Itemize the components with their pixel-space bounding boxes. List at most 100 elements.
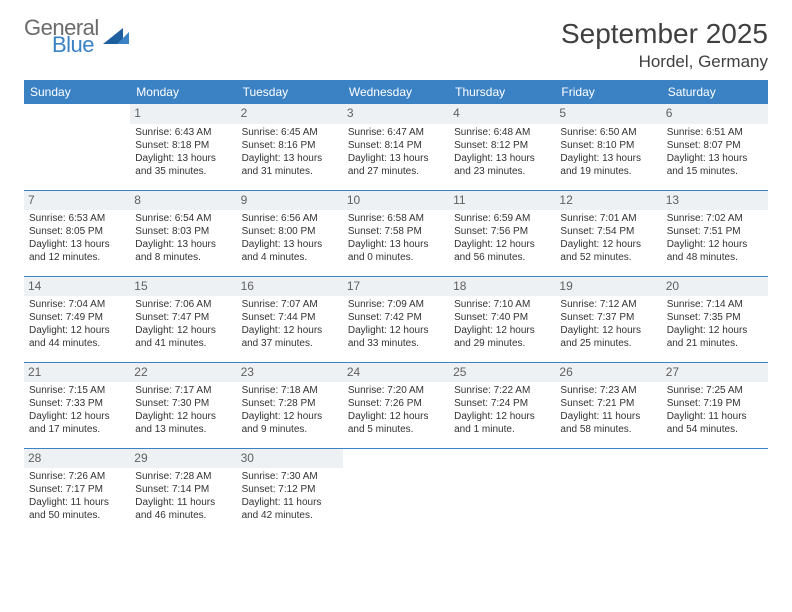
daylight-text: and 52 minutes. [560, 251, 656, 264]
calendar-cell: 3Sunrise: 6:47 AMSunset: 8:14 PMDaylight… [343, 104, 449, 190]
calendar-cell: 13Sunrise: 7:02 AMSunset: 7:51 PMDayligh… [662, 190, 768, 276]
day-number: 12 [555, 191, 661, 211]
calendar-cell: 16Sunrise: 7:07 AMSunset: 7:44 PMDayligh… [237, 276, 343, 362]
daylight-text: Daylight: 12 hours [560, 238, 656, 251]
sunrise-text: Sunrise: 7:15 AM [29, 384, 125, 397]
day-number: 19 [555, 277, 661, 297]
calendar-cell: 6Sunrise: 6:51 AMSunset: 8:07 PMDaylight… [662, 104, 768, 190]
day-number: 22 [130, 363, 236, 383]
day-number: 16 [237, 277, 343, 297]
calendar-week: .1Sunrise: 6:43 AMSunset: 8:18 PMDayligh… [24, 104, 768, 190]
calendar-cell: 27Sunrise: 7:25 AMSunset: 7:19 PMDayligh… [662, 362, 768, 448]
day-number: 7 [24, 191, 130, 211]
sunset-text: Sunset: 7:19 PM [667, 397, 763, 410]
sunset-text: Sunset: 7:49 PM [29, 311, 125, 324]
calendar-header-row: SundayMondayTuesdayWednesdayThursdayFrid… [24, 80, 768, 104]
day-number: 1 [130, 104, 236, 124]
sunset-text: Sunset: 8:18 PM [135, 139, 231, 152]
day-number: 3 [343, 104, 449, 124]
calendar-cell: . [662, 448, 768, 534]
daylight-text: Daylight: 12 hours [348, 324, 444, 337]
calendar-week: 21Sunrise: 7:15 AMSunset: 7:33 PMDayligh… [24, 362, 768, 448]
day-number: 29 [130, 449, 236, 469]
sunset-text: Sunset: 7:28 PM [242, 397, 338, 410]
calendar-cell: 4Sunrise: 6:48 AMSunset: 8:12 PMDaylight… [449, 104, 555, 190]
day-number: 24 [343, 363, 449, 383]
day-number: 2 [237, 104, 343, 124]
sunrise-text: Sunrise: 7:12 AM [560, 298, 656, 311]
day-number: 6 [662, 104, 768, 124]
daylight-text: Daylight: 12 hours [135, 324, 231, 337]
sunrise-text: Sunrise: 6:56 AM [242, 212, 338, 225]
daylight-text: Daylight: 13 hours [135, 238, 231, 251]
calendar-cell: 12Sunrise: 7:01 AMSunset: 7:54 PMDayligh… [555, 190, 661, 276]
daylight-text: and 19 minutes. [560, 165, 656, 178]
day-number: 28 [24, 449, 130, 469]
daylight-text: and 1 minute. [454, 423, 550, 436]
calendar-cell: 22Sunrise: 7:17 AMSunset: 7:30 PMDayligh… [130, 362, 236, 448]
sunset-text: Sunset: 7:14 PM [135, 483, 231, 496]
calendar-cell: 8Sunrise: 6:54 AMSunset: 8:03 PMDaylight… [130, 190, 236, 276]
daylight-text: and 42 minutes. [242, 509, 338, 522]
day-header: Thursday [449, 80, 555, 104]
calendar-cell: 26Sunrise: 7:23 AMSunset: 7:21 PMDayligh… [555, 362, 661, 448]
sunset-text: Sunset: 7:33 PM [29, 397, 125, 410]
sunrise-text: Sunrise: 6:51 AM [667, 126, 763, 139]
calendar-cell: 28Sunrise: 7:26 AMSunset: 7:17 PMDayligh… [24, 448, 130, 534]
day-number: 10 [343, 191, 449, 211]
calendar-cell: 23Sunrise: 7:18 AMSunset: 7:28 PMDayligh… [237, 362, 343, 448]
sunrise-text: Sunrise: 6:54 AM [135, 212, 231, 225]
sunset-text: Sunset: 8:05 PM [29, 225, 125, 238]
location: Hordel, Germany [561, 52, 768, 72]
daylight-text: Daylight: 11 hours [242, 496, 338, 509]
sunrise-text: Sunrise: 7:06 AM [135, 298, 231, 311]
daylight-text: and 46 minutes. [135, 509, 231, 522]
daylight-text: and 50 minutes. [29, 509, 125, 522]
daylight-text: and 23 minutes. [454, 165, 550, 178]
calendar-cell: 24Sunrise: 7:20 AMSunset: 7:26 PMDayligh… [343, 362, 449, 448]
day-number: 23 [237, 363, 343, 383]
daylight-text: Daylight: 12 hours [242, 410, 338, 423]
day-header: Tuesday [237, 80, 343, 104]
daylight-text: and 48 minutes. [667, 251, 763, 264]
daylight-text: Daylight: 12 hours [667, 238, 763, 251]
calendar-cell: 30Sunrise: 7:30 AMSunset: 7:12 PMDayligh… [237, 448, 343, 534]
day-number: 20 [662, 277, 768, 297]
sunset-text: Sunset: 7:58 PM [348, 225, 444, 238]
daylight-text: Daylight: 12 hours [29, 410, 125, 423]
daylight-text: Daylight: 13 hours [242, 238, 338, 251]
daylight-text: Daylight: 11 hours [29, 496, 125, 509]
sunset-text: Sunset: 8:00 PM [242, 225, 338, 238]
day-number: 26 [555, 363, 661, 383]
calendar-page: General Blue September 2025 Hordel, Germ… [0, 0, 792, 552]
day-number: 8 [130, 191, 236, 211]
daylight-text: Daylight: 12 hours [454, 238, 550, 251]
daylight-text: Daylight: 13 hours [348, 238, 444, 251]
sunrise-text: Sunrise: 7:25 AM [667, 384, 763, 397]
sunrise-text: Sunrise: 7:04 AM [29, 298, 125, 311]
day-header: Saturday [662, 80, 768, 104]
calendar-cell: 2Sunrise: 6:45 AMSunset: 8:16 PMDaylight… [237, 104, 343, 190]
daylight-text: and 44 minutes. [29, 337, 125, 350]
calendar-table: SundayMondayTuesdayWednesdayThursdayFrid… [24, 80, 768, 534]
daylight-text: and 21 minutes. [667, 337, 763, 350]
sunrise-text: Sunrise: 7:18 AM [242, 384, 338, 397]
day-number: 4 [449, 104, 555, 124]
day-number: 15 [130, 277, 236, 297]
sunset-text: Sunset: 7:17 PM [29, 483, 125, 496]
sunset-text: Sunset: 7:30 PM [135, 397, 231, 410]
logo-text-blue: Blue [52, 35, 99, 56]
daylight-text: and 4 minutes. [242, 251, 338, 264]
sunset-text: Sunset: 7:12 PM [242, 483, 338, 496]
day-header: Monday [130, 80, 236, 104]
sunrise-text: Sunrise: 7:14 AM [667, 298, 763, 311]
sunset-text: Sunset: 8:03 PM [135, 225, 231, 238]
daylight-text: Daylight: 12 hours [454, 324, 550, 337]
daylight-text: Daylight: 13 hours [135, 152, 231, 165]
sunrise-text: Sunrise: 7:22 AM [454, 384, 550, 397]
sunset-text: Sunset: 8:12 PM [454, 139, 550, 152]
calendar-cell: 10Sunrise: 6:58 AMSunset: 7:58 PMDayligh… [343, 190, 449, 276]
daylight-text: Daylight: 13 hours [667, 152, 763, 165]
calendar-cell: 7Sunrise: 6:53 AMSunset: 8:05 PMDaylight… [24, 190, 130, 276]
calendar-body: .1Sunrise: 6:43 AMSunset: 8:18 PMDayligh… [24, 104, 768, 534]
